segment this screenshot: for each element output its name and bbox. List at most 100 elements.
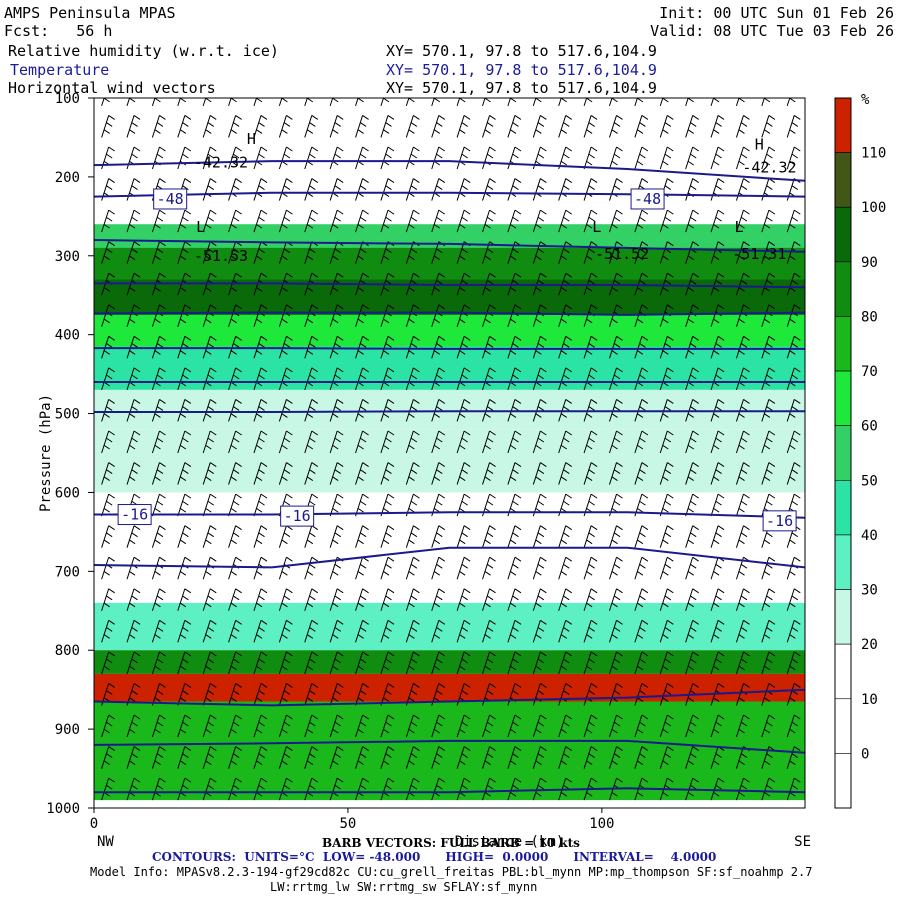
wind-barb: [685, 178, 699, 201]
wind-barb: [482, 493, 496, 517]
wind-barb: [532, 714, 547, 738]
wind-barb: [813, 273, 826, 295]
wind-barb: [507, 746, 522, 769]
wind-barb: [532, 619, 547, 643]
wind-barb: [608, 525, 623, 548]
wind-barb: [380, 304, 395, 327]
wind-barb: [431, 430, 446, 454]
wind-barb: [507, 493, 522, 517]
wind-barb: [355, 367, 369, 391]
wind-barb: [355, 462, 369, 485]
wind-barb: [482, 146, 496, 170]
wind-barb: [101, 556, 115, 580]
wind-barb: [761, 588, 776, 611]
field-wind-xy: XY= 570.1, 97.8 to 517.6,104.9: [386, 79, 657, 97]
wind-barb: [761, 556, 776, 580]
wind-barb: [151, 462, 166, 485]
wind-barb: [608, 304, 623, 327]
wind-barb: [253, 209, 268, 233]
wind-barb: [532, 525, 547, 548]
wind-barb: [761, 430, 776, 454]
wind-barb: [151, 304, 166, 327]
model-info-physics: LW:rrtmg_lw SW:rrtmg_sw SFLAY:sf_mynn: [270, 880, 538, 894]
wind-barb: [355, 525, 369, 548]
wind-barb: [431, 588, 446, 611]
wind-barb: [126, 777, 141, 801]
wind-barb: [151, 619, 166, 643]
wind-barb: [456, 493, 471, 517]
wind-barb: [151, 777, 166, 801]
colorbar-unit: %: [861, 92, 870, 108]
wind-barb: [380, 399, 395, 422]
temperature-contour: [94, 688, 805, 707]
wind-barb: [177, 493, 192, 517]
humidity-band: [94, 602, 805, 651]
colorbar-label: 100: [861, 200, 886, 216]
wind-barb: [380, 777, 395, 801]
wind-barb: [558, 115, 573, 138]
wind-barb: [507, 209, 522, 233]
wind-barb: [126, 241, 141, 264]
wind-barb: [583, 209, 598, 233]
wind-barb: [228, 714, 242, 738]
wind-barb: [329, 304, 344, 327]
temperature-contour: [94, 239, 805, 253]
wind-barb: [202, 746, 217, 769]
wind-barb: [583, 619, 598, 643]
wind-barb: [659, 493, 674, 517]
wind-barb: [761, 367, 776, 391]
wind-barb: [507, 777, 522, 801]
x-tick-label: 50: [339, 816, 356, 832]
wind-barb: [101, 115, 115, 138]
wind-barb: [786, 367, 801, 391]
wind-barb: [786, 493, 801, 517]
wind-barb: [482, 556, 496, 580]
wind-barb: [278, 525, 293, 548]
wind-barb: [532, 462, 547, 485]
wind-barb: [608, 335, 623, 359]
wind-barb: [532, 651, 547, 675]
colorbar-label: 40: [861, 528, 878, 544]
wind-barb: [634, 651, 649, 675]
wind-barb: [482, 588, 496, 611]
field-rh-xy: XY= 570.1, 97.8 to 517.6,104.9: [386, 42, 657, 60]
wind-barb: [710, 367, 725, 391]
wind-barb: [177, 367, 192, 391]
wind-barb: [786, 462, 801, 485]
wind-barb: [608, 367, 623, 391]
field-temp-name: Temperature: [10, 61, 110, 79]
wind-barb: [532, 146, 547, 170]
temperature-contour: [94, 546, 805, 569]
wind-barb: [558, 493, 573, 517]
wind-barb: [431, 209, 446, 233]
wind-barb: [608, 588, 623, 611]
wind-barb: [304, 493, 319, 517]
contour-label-box: [630, 188, 665, 210]
wind-barb: [710, 430, 725, 454]
wind-barb: [583, 178, 598, 201]
wind-barb: [101, 493, 115, 517]
wind-barb: [558, 651, 573, 675]
wind-barb: [304, 651, 319, 675]
contour-label: -16: [121, 506, 148, 524]
wind-barb: [482, 335, 496, 359]
wind-barb: [329, 399, 344, 422]
wind-barb: [380, 367, 395, 391]
wind-barb: [710, 178, 725, 201]
wind-barb: [558, 178, 573, 201]
wind-barb: [380, 683, 395, 706]
wind-barb: [786, 115, 801, 138]
wind-barb: [735, 651, 750, 675]
wind-barb: [786, 335, 801, 359]
wind-barb: [507, 462, 522, 485]
wind-barb: [329, 146, 344, 170]
wind-barb: [202, 525, 217, 548]
wind-barb: [456, 462, 471, 485]
wind-barb: [177, 746, 192, 769]
wind-barb: [608, 683, 623, 706]
wind-barb: [228, 241, 242, 264]
wind-barb: [304, 556, 319, 580]
y-tick-label: 200: [55, 170, 80, 186]
wind-barb: [634, 493, 649, 517]
wind-barb: [786, 272, 801, 296]
